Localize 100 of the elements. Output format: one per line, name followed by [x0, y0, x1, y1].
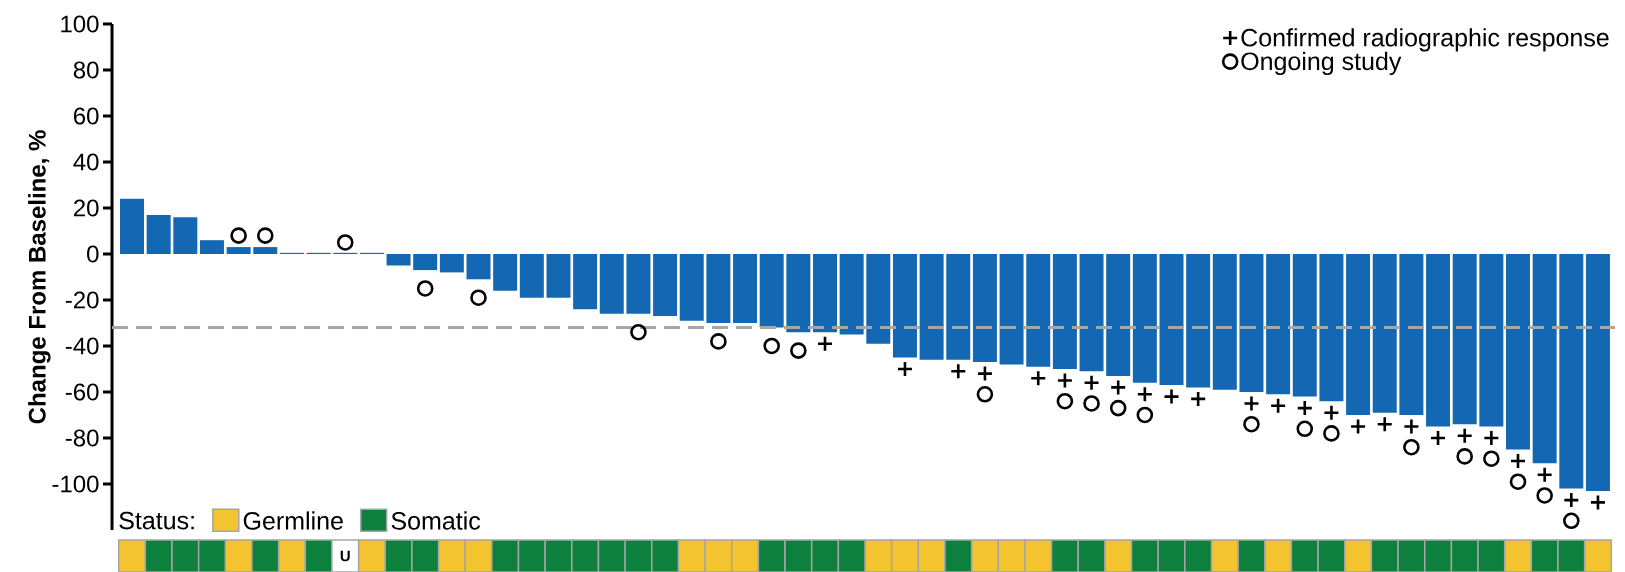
bar: [1132, 253, 1157, 383]
bar: [1399, 253, 1424, 415]
point: [1323, 425, 1340, 442]
point: [1403, 438, 1420, 456]
legend-label: Germline: [243, 511, 343, 530]
point: [976, 365, 994, 382]
y-tick-label: 40: [73, 153, 99, 171]
point: [630, 323, 647, 341]
point: [763, 337, 780, 355]
point: [816, 335, 834, 352]
point: [1483, 450, 1500, 467]
bar: [653, 253, 678, 317]
point: [1109, 379, 1127, 396]
bar: [1506, 253, 1530, 450]
bar: [226, 247, 251, 254]
bar: [493, 253, 518, 291]
y-tick-label: 80: [73, 61, 99, 79]
bar: [706, 253, 731, 323]
point: [470, 289, 487, 306]
point: [1296, 399, 1314, 417]
point: [256, 227, 274, 244]
bar: [1346, 253, 1371, 415]
series-label: U: [340, 550, 350, 562]
bar: [439, 253, 464, 273]
bar: [839, 253, 864, 335]
point: [1563, 491, 1580, 509]
point: [1136, 406, 1154, 424]
bar: [813, 253, 837, 333]
bar: [1559, 253, 1584, 489]
bar: [733, 253, 758, 323]
bar: [1266, 253, 1291, 395]
bar: [1159, 253, 1184, 386]
bar: [786, 253, 811, 333]
point: [790, 342, 807, 359]
y-tick-label: -60: [65, 383, 99, 401]
bar: [599, 253, 624, 314]
bar: [1585, 253, 1610, 491]
bar: [1479, 253, 1504, 427]
point: [1056, 392, 1074, 410]
bar: [1239, 253, 1264, 392]
bar: [999, 253, 1024, 365]
bar: [1426, 253, 1451, 427]
point: [1056, 372, 1074, 389]
bar: [1319, 253, 1344, 402]
point: [1189, 390, 1207, 408]
point: [1429, 429, 1447, 447]
point: [1296, 420, 1314, 438]
bar: [199, 240, 224, 254]
point: [1083, 395, 1100, 412]
bar: [892, 253, 917, 358]
bar: [173, 217, 198, 254]
bar: [1292, 253, 1317, 397]
point: [230, 227, 247, 244]
legend-label: Ongoing study: [1241, 51, 1402, 76]
point: [896, 360, 914, 378]
point: [1349, 418, 1367, 435]
point: [1589, 494, 1607, 511]
bar: [1452, 253, 1477, 425]
bar: [1079, 253, 1104, 372]
point: [1376, 415, 1394, 433]
point: [1563, 512, 1580, 530]
bar: [1026, 253, 1051, 367]
bar: [120, 198, 144, 254]
y-tick-label: 60: [74, 107, 99, 125]
y-tick-label: 100: [61, 15, 99, 33]
bar: [573, 253, 598, 310]
bar: [1052, 253, 1077, 369]
bar: [546, 253, 571, 298]
bar: [1106, 253, 1131, 376]
point: [1109, 399, 1127, 417]
bar: [413, 253, 438, 271]
bar: [1532, 253, 1557, 464]
bar: [1186, 253, 1211, 388]
bar: [519, 253, 544, 298]
y-tick-label: -20: [65, 291, 99, 309]
y-tick-label: -80: [65, 429, 99, 447]
legend-label: Confirmed radiographic response: [1241, 28, 1609, 52]
point: [1509, 452, 1527, 470]
bar: [466, 253, 491, 280]
point: [1536, 487, 1553, 504]
bar: [946, 253, 971, 360]
bar: [919, 253, 944, 360]
y-tick-label: -40: [65, 337, 99, 355]
bar: [386, 253, 411, 266]
point: [710, 333, 727, 350]
point: [1029, 369, 1047, 387]
point: [1243, 415, 1260, 433]
bar: [972, 253, 997, 363]
bar: [1372, 253, 1397, 413]
y-tick-label: -100: [52, 475, 99, 493]
y-axis-title: Change From Baseline, %: [28, 130, 51, 424]
bar: [626, 253, 651, 314]
point: [1509, 473, 1527, 490]
bar: [253, 247, 278, 254]
point: [1456, 448, 1473, 465]
point: [976, 385, 994, 403]
legend-title: Status:: [119, 511, 194, 530]
bar: [866, 253, 891, 344]
series-label: Somatic: [391, 511, 481, 530]
y-tick-label: 20: [74, 199, 99, 217]
